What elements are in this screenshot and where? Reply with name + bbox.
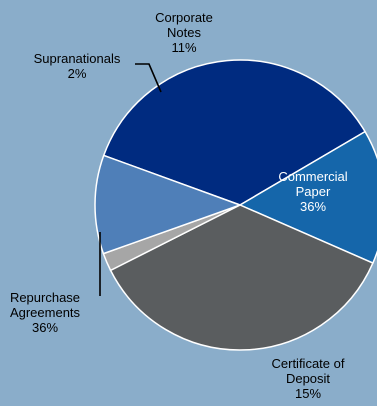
slice-label-line: Notes — [167, 25, 201, 40]
slice-label-line: Corporate — [155, 10, 213, 25]
slice-label-line: Commercial — [278, 169, 347, 184]
slice-label-line: Supranationals — [34, 51, 121, 66]
slice-labels: Commercial Paper 36%Certificate of Deposit 1… — [10, 10, 348, 401]
slice-label-corporate-notes: Corporate Notes 11% — [155, 10, 213, 55]
slice-label-line: 2% — [68, 66, 87, 81]
slice-label-line: 36% — [300, 199, 326, 214]
slice-label-line: Repurchase — [10, 290, 80, 305]
slice-label-line: Agreements — [10, 305, 81, 320]
slice-label-certificate-of-deposit: Certificate of Deposit 15% — [272, 356, 345, 401]
slice-label-line: Deposit — [286, 371, 330, 386]
pie-slice-repurchase-agreements — [109, 204, 374, 351]
pie-slice-certificate-of-deposit — [239, 130, 377, 264]
slice-label-line: 11% — [171, 40, 196, 55]
slice-label-line: Certificate of — [272, 356, 345, 371]
slice-label-line: Paper — [296, 184, 331, 199]
slice-label-line: 36% — [32, 320, 58, 335]
slice-label-commercial-paper: Commercial Paper 36% — [278, 169, 347, 214]
pie-slice-commercial-paper — [102, 59, 366, 206]
leader-line-supranationals — [135, 63, 162, 93]
slice-label-supranationals: Supranationals 2% — [34, 51, 121, 81]
slice-label-repurchase-agreements: Repurchase Agreements 36% — [10, 290, 81, 335]
slices-layer — [94, 59, 377, 351]
leader-lines — [99, 63, 162, 296]
slice-label-line: 15% — [295, 386, 321, 401]
pie-slice-corporate-notes — [94, 154, 241, 255]
